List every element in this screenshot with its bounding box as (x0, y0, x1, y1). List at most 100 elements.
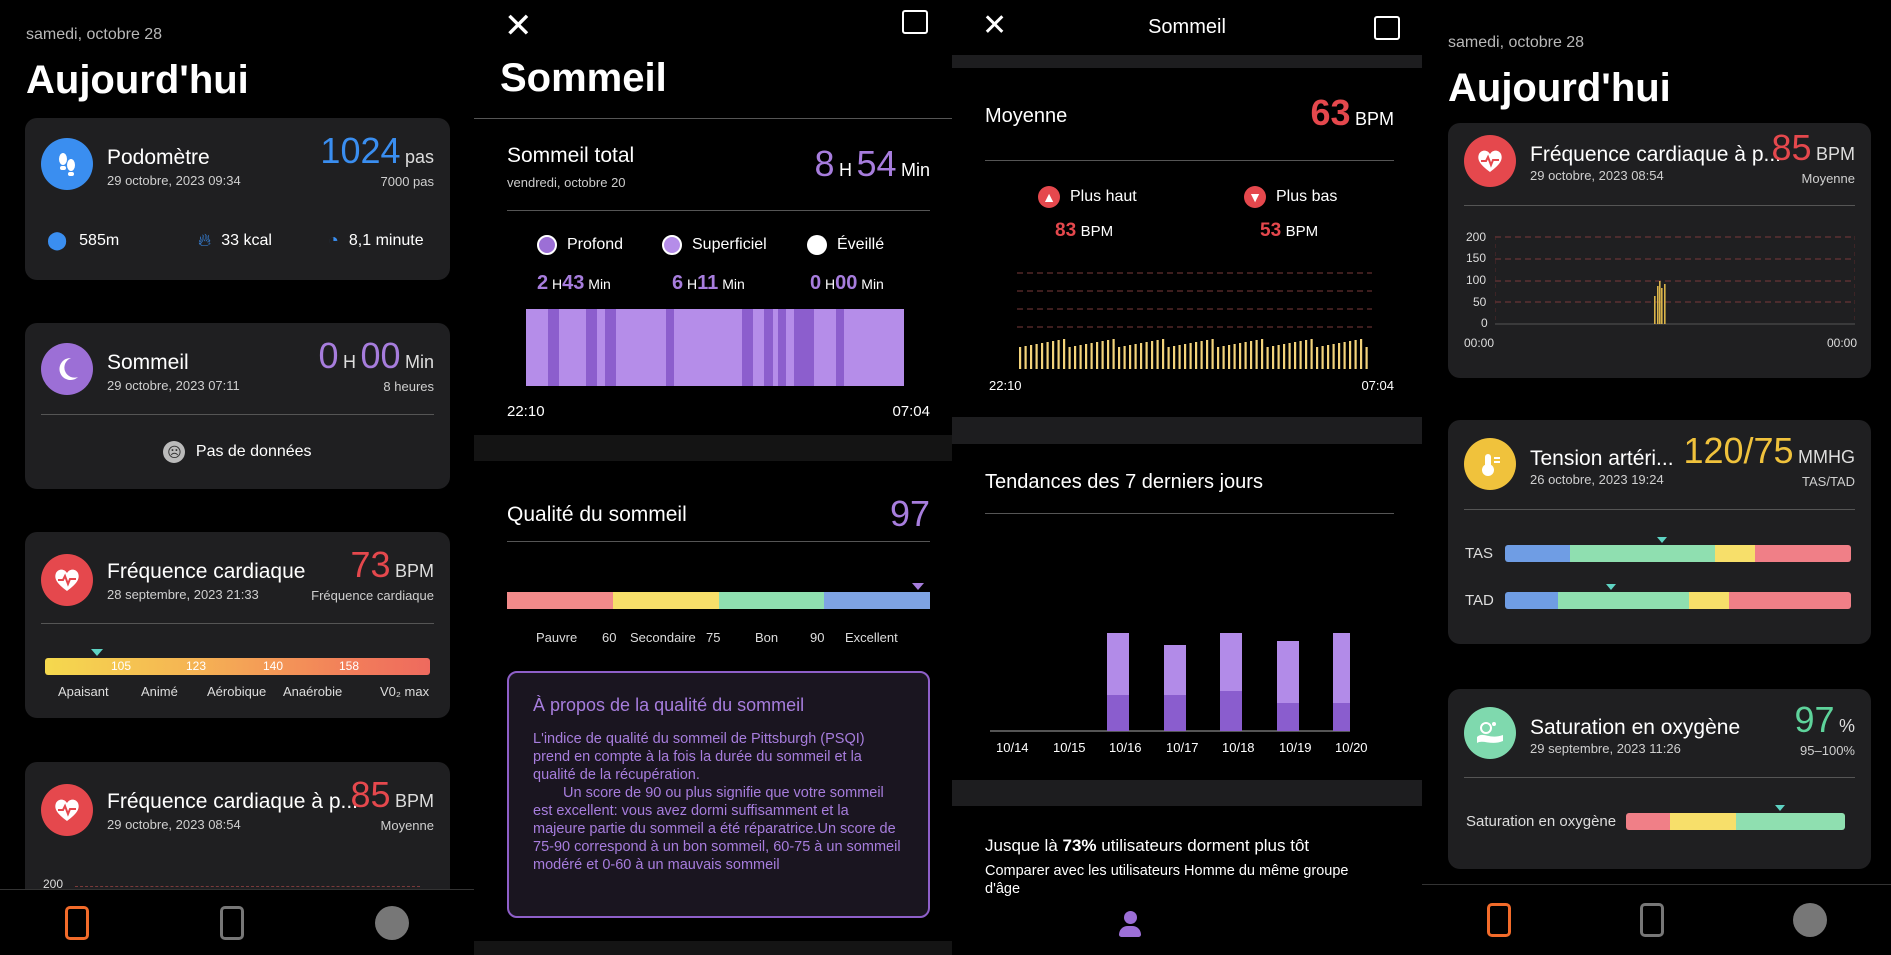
divider (1464, 777, 1855, 778)
page-title: Aujourd'hui (26, 58, 249, 102)
light-sleep-bar (1164, 645, 1186, 695)
chart-start-time: 22:10 (989, 378, 1022, 393)
hr-bar (1200, 341, 1203, 369)
deep-stage-segment (742, 309, 754, 386)
close-icon[interactable]: ✕ (504, 7, 533, 45)
heart-unit: BPM (394, 561, 434, 581)
axis-label: 0 (1481, 316, 1488, 330)
calendar-icon[interactable] (1374, 16, 1400, 40)
resting-heart-chart (1495, 236, 1855, 325)
light-sleep-bar (1107, 633, 1129, 695)
watch-tab-icon[interactable] (1639, 903, 1664, 937)
card-subtitle: 29 septembre, 2023 11:26 (1530, 741, 1681, 756)
hours-unit: H (839, 160, 853, 180)
hr-bar (1178, 345, 1181, 369)
heart-value: 85 (350, 774, 391, 815)
steps-unit: pas (404, 147, 434, 167)
trend-date-label: 10/17 (1166, 740, 1199, 755)
divider (985, 160, 1394, 161)
low-value: 53 BPM (1260, 220, 1319, 241)
total-label: Sommeil total (507, 144, 635, 167)
close-icon[interactable]: ✕ (982, 9, 1008, 42)
calories-stat: 🔥︎ 33 kcal (198, 230, 272, 250)
sleep-card[interactable]: Sommeil 29 octobre, 2023 07:11 0 H 00 Mi… (25, 323, 450, 489)
tas-marker (1657, 537, 1667, 543)
card-title: Podomètre (107, 146, 210, 169)
heart-label: Fréquence cardiaque (311, 588, 434, 603)
hr-bar (1129, 345, 1132, 369)
heart-value: 85 (1771, 127, 1812, 168)
date-label: samedi, octobre 28 (26, 26, 163, 43)
deep-stage-segment (802, 309, 814, 386)
oxygen-card[interactable]: Saturation en oxygène 29 septembre, 2023… (1448, 689, 1871, 869)
watch-tab-icon[interactable] (219, 905, 244, 940)
light-sleep-bar (1277, 641, 1299, 703)
hr-bar (1222, 346, 1225, 369)
high-value: 83 BPM (1055, 220, 1114, 241)
location-icon: ⬤ (47, 230, 68, 250)
hr-bar (1228, 345, 1231, 369)
bp-value: 120/75 (1683, 430, 1794, 471)
distance-stat: ⬤ 585m (47, 230, 120, 250)
hr-bar (1349, 341, 1352, 369)
compare-subtitle: Comparer avec les utilisateurs Homme du … (985, 863, 1349, 897)
light-stage-segment (616, 309, 666, 386)
profile-tab-icon[interactable] (374, 905, 409, 940)
card-title: Fréquence cardiaque à p... (1530, 143, 1781, 166)
light-stage-segment (558, 309, 587, 386)
resting-heart-card[interactable]: Fréquence cardiaque à p... 29 octobre, 2… (1448, 123, 1871, 378)
hr-bar (1041, 343, 1044, 369)
hr-bar (1096, 342, 1099, 369)
light-stage-segment (843, 309, 904, 386)
footsteps-icon (41, 138, 93, 190)
scale-label: Secondaire (630, 630, 696, 645)
scale-label: 90 (810, 630, 825, 645)
calendar-icon[interactable] (902, 10, 928, 34)
divider (507, 541, 930, 542)
about-title: À propos de la qualité du sommeil (533, 695, 805, 715)
scale-label: Pauvre (536, 630, 578, 645)
hr-bar (1145, 342, 1148, 369)
total-hours: 8 (814, 143, 835, 184)
hr-bar (1332, 344, 1335, 369)
deep-sleep-bar (1220, 691, 1242, 731)
bottom-nav (1422, 884, 1891, 955)
card-subtitle: 29 octobre, 2023 09:34 (107, 173, 241, 188)
divider (985, 513, 1394, 514)
light-stage-segment (597, 309, 606, 386)
light-stage-segment (772, 309, 778, 386)
zone-name: V0₂ max (380, 684, 430, 699)
awake-duration: 0 H00 Min (810, 272, 884, 294)
resting-heart-card[interactable]: Fréquence cardiaque à p... 29 octobre, 2… (25, 762, 450, 902)
heart-rate-card[interactable]: Fréquence cardiaque 28 septembre, 2023 2… (25, 532, 450, 718)
tas-label: TAS (1465, 545, 1494, 562)
hr-bar (1151, 341, 1154, 369)
zone-marker (91, 649, 103, 656)
hr-bar (1140, 343, 1143, 369)
zone-threshold: 140 (263, 659, 284, 673)
divider (1464, 509, 1855, 510)
deep-dot (537, 235, 557, 255)
start-time: 22:10 (507, 403, 545, 420)
today-tab-icon[interactable] (1486, 903, 1511, 937)
pedometer-card[interactable]: Podomètre 29 octobre, 2023 09:34 1024 pa… (25, 118, 450, 280)
card-title: Fréquence cardiaque (107, 560, 306, 583)
about-box: À propos de la qualité du sommeil L'indi… (507, 671, 930, 918)
hr-bar (1217, 347, 1220, 369)
page-title: Sommeil (500, 56, 667, 100)
oxygen-bar-label: Saturation en oxygène (1466, 813, 1617, 830)
today-tab-icon[interactable] (65, 905, 90, 940)
arrow-down-icon: ▼ (1244, 186, 1266, 208)
hr-bar (1189, 343, 1192, 369)
hr-bar (1035, 344, 1038, 369)
hr-bar (1173, 346, 1176, 369)
blood-pressure-card[interactable]: Tension artéri... 26 octobre, 2023 19:24… (1448, 420, 1871, 644)
card-subtitle: 28 septembre, 2023 21:33 (107, 587, 259, 602)
arrow-up-icon: ▲ (1038, 186, 1060, 208)
oxygen-range: 95–100% (1800, 743, 1855, 758)
deep-sleep-bar (1333, 703, 1350, 731)
sad-face-icon: ☹ (163, 441, 186, 463)
profile-tab-icon[interactable] (1792, 903, 1827, 937)
divider (41, 414, 434, 415)
quality-scale-bar (507, 592, 930, 609)
